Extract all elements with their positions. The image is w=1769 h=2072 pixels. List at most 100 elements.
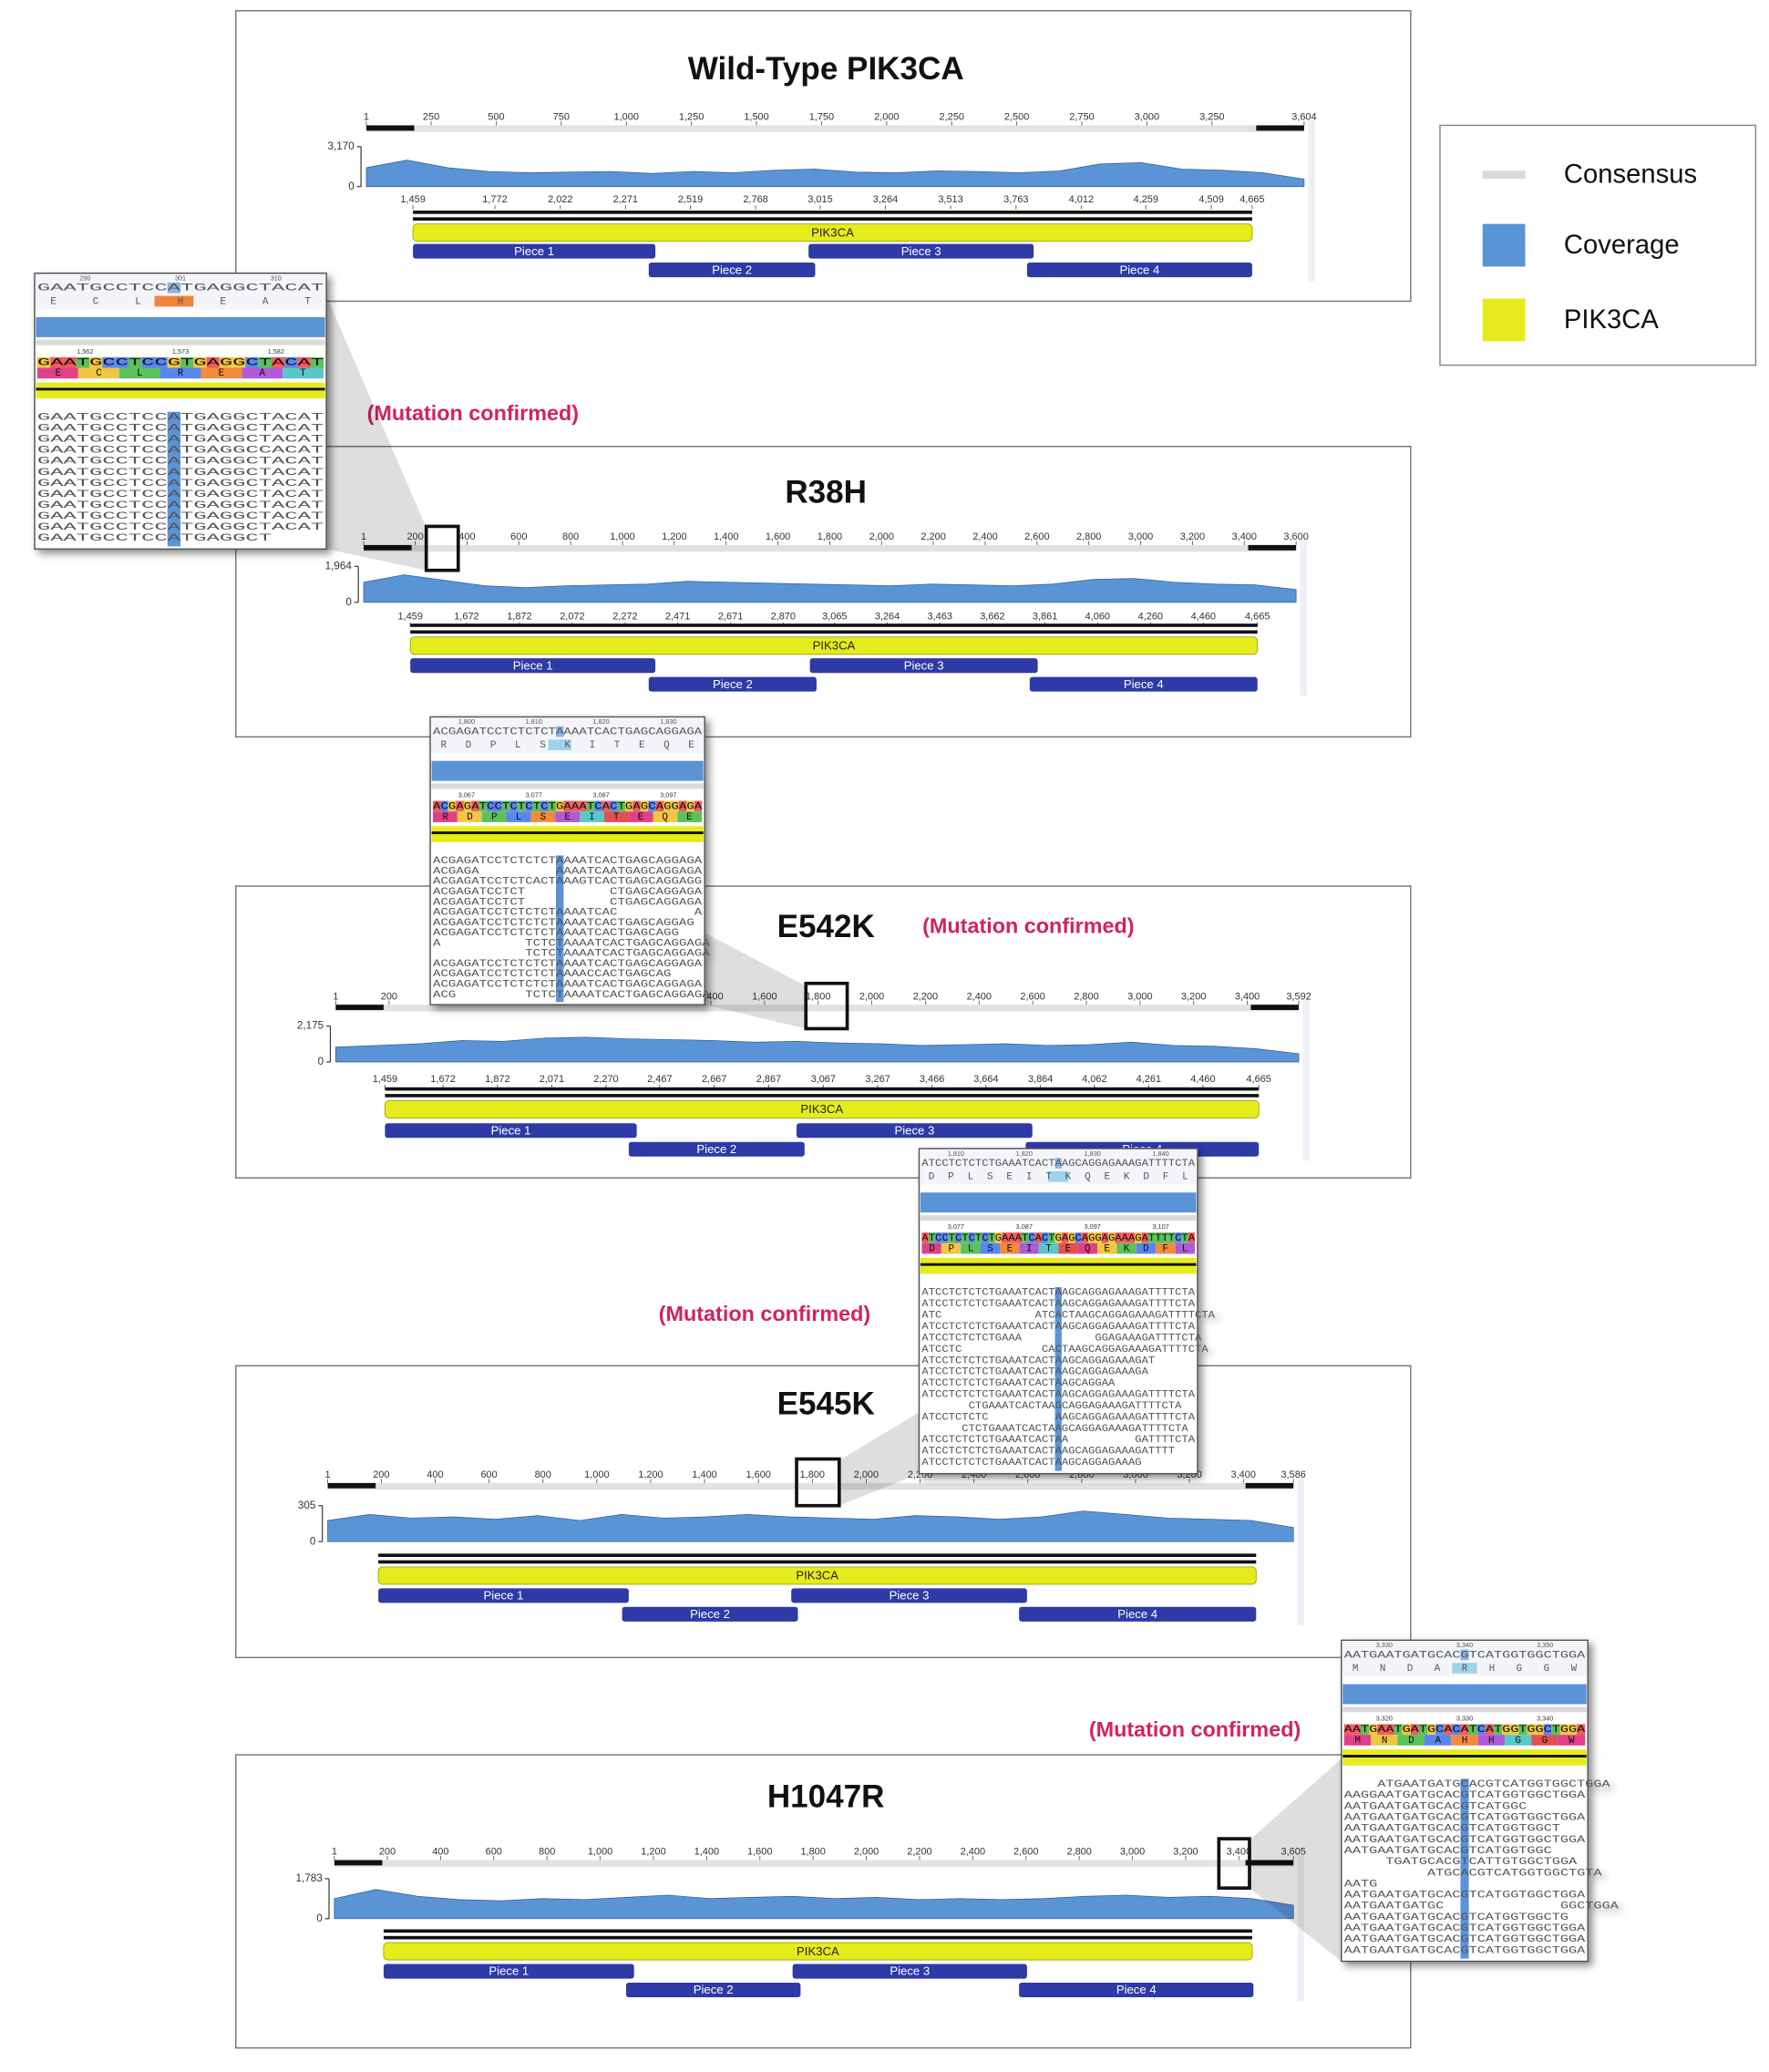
ruler-tick-label: 2,400 (972, 531, 997, 542)
gene-label: PIK3CA (811, 225, 854, 239)
sequence-line (385, 1094, 1260, 1098)
ruler-tick-label: 2,600 (1020, 991, 1044, 1002)
base-cell (433, 800, 441, 812)
piece-bar (622, 1606, 798, 1622)
read-sequence: AATGAATGATGCACGTCATGGTGGCT (1344, 1824, 1561, 1835)
piece-bar (383, 1964, 634, 1979)
ruler-tick-label: 3,400 (1227, 1847, 1251, 1858)
ref-tick-label: 1,772 (482, 194, 507, 205)
ruler-tick-label: 3,000 (1128, 531, 1153, 542)
base-cell (548, 800, 556, 812)
ref-tick-label: 3,267 (865, 1074, 890, 1085)
coverage-band (431, 760, 704, 781)
ruler-tick-label: 1,800 (800, 1847, 825, 1858)
base-cell (1175, 1232, 1182, 1243)
legend: Consensus Coverage PIK3CA (1439, 124, 1757, 366)
ruler-tick-label: 1,750 (809, 112, 834, 123)
consensus-sequence: ATCCTCTCTCTGAAATCACTGAGCAGGAGAAAGATTTTCT… (921, 1233, 1195, 1244)
aa-cell (77, 367, 119, 379)
consensus-band (1342, 1706, 1587, 1713)
piece-label: Piece 4 (1124, 677, 1164, 691)
read-sequence: GAATGCCTCCATGAGGCT (37, 533, 273, 544)
ref-tick-label: 4,509 (1198, 194, 1223, 205)
ruler-bar (334, 1860, 1294, 1867)
aa-cell (1156, 1242, 1176, 1254)
zoom-inset: 1,810 1,820 1,830 1,840ATCCTCTCTCTGAAATCACT… (918, 1148, 1215, 1475)
inset-label: 3,077 (526, 791, 542, 799)
ref-tick-label: 3,513 (938, 194, 962, 205)
read-sequence: GAATGCCTCCATGAGGCCACAT (37, 446, 324, 457)
aa-cell (201, 367, 242, 379)
ruler-tick-label: 3,600 (1283, 531, 1308, 542)
ruler-tick-label: 3,400 (1235, 991, 1260, 1002)
base-cell (232, 356, 246, 368)
coverage-tick-label: 0 (348, 180, 355, 192)
read-sequence: GAATGCCTCCATGAGGCTACAT (37, 457, 324, 468)
inset-label: 1,573 (172, 347, 189, 356)
zoom-inset: 1,800 1,810 1,820 1,830ACGAGATCCTCTCTCTAAAA… (429, 716, 710, 1005)
piece-bar (648, 676, 817, 692)
read-sequence: ATCCTCTCTCTGAAATCACTAAGCAGGAA (921, 1378, 1115, 1389)
ruler-tick-label: 3,000 (1135, 112, 1159, 123)
base-cell (1034, 1232, 1042, 1243)
aa-cell (1116, 1242, 1136, 1254)
aa-cell (118, 367, 160, 379)
base-cell (128, 356, 142, 368)
ruler-bar (327, 1482, 1294, 1490)
ref-tick-label: 2,671 (718, 612, 743, 623)
ruler-tick-label: 2,000 (859, 991, 884, 1002)
ruler-tick-label: 1 (361, 531, 366, 542)
piece-bar (625, 1982, 801, 1998)
ref-tick-label: 2,519 (678, 194, 703, 205)
read-sequence: GAATGCCTCCATGAGGCTACAT (37, 500, 324, 511)
read-sequence: ACGAGATCCTCT CTGAGCAGGAGA (433, 887, 703, 898)
ruler-tick-label: 1,600 (766, 531, 790, 542)
consensus-sequence: GAATGCCTCCGTGAGGCTACAT (37, 358, 324, 369)
ruler-tick-label: 3,605 (1280, 1847, 1305, 1858)
piece-label: Piece 2 (713, 677, 753, 691)
base-cell (456, 800, 464, 812)
zoom-box (424, 524, 460, 572)
aa-cell (1038, 1242, 1059, 1254)
ref-sequence: ACGAGATCCTCTCTCTAAAATCACTGAGCAGGAGA (433, 727, 703, 737)
base-cell (633, 800, 641, 812)
inset-label: 3,107 (1152, 1222, 1168, 1231)
legend-swatch (1482, 170, 1526, 179)
aa-cell (628, 811, 653, 822)
base-cell (1054, 1232, 1062, 1243)
base-cell (463, 800, 472, 812)
piece-bar (1019, 1982, 1254, 1998)
coverage-band (1342, 1684, 1587, 1705)
ruler-tick-label: 2,250 (940, 112, 964, 123)
read-sequence: ATGCACGTCATGGTGGCTGTA (1344, 1868, 1602, 1879)
ruler-end (364, 544, 412, 551)
coverage-area (365, 160, 1305, 188)
ruler-end (1250, 1005, 1300, 1010)
aa-cell (580, 811, 604, 822)
ref-tick-label: 2,071 (540, 1074, 564, 1085)
base-cell (1188, 1232, 1196, 1243)
ruler-tick-label: 3,250 (1199, 112, 1224, 123)
ref-tick-label: 2,768 (743, 194, 767, 205)
gene-bar (409, 636, 1259, 655)
inset-label: 1,800 (458, 717, 475, 726)
base-cell (1121, 1232, 1128, 1243)
gene-band-line (431, 831, 704, 835)
ruler-tick-label: 1,000 (610, 531, 634, 542)
ruler-tick-label: 750 (553, 112, 570, 123)
ref-tick-label: 1,872 (507, 612, 531, 623)
ref-tick-label: 1,672 (430, 1074, 455, 1085)
aa-cell (1019, 1242, 1039, 1254)
read-sequence: ATCCTCTCTCTGAAATCACTAAGCAGGAGAAAGA (921, 1367, 1148, 1378)
ruler-bar (335, 1005, 1300, 1012)
ruler-tick-label: 2,400 (967, 991, 992, 1002)
panel-title: E542K (777, 909, 875, 944)
read-sequence: AATGAATGATGCACGTCATGGTGGCTGGA (1344, 1945, 1586, 1956)
read-sequence: ACGAGATCCTCTCTCTAAAATCACTGAGCAGGAGA (433, 959, 703, 970)
base-cell (663, 800, 672, 812)
base-cell (579, 800, 587, 812)
read-sequence: CTGAAATCACTAAGCAGGAGAAAGATTTTCTA (921, 1401, 1181, 1412)
aa-cell (1531, 1735, 1558, 1746)
ruler-tick-label: 1,400 (694, 1847, 719, 1858)
